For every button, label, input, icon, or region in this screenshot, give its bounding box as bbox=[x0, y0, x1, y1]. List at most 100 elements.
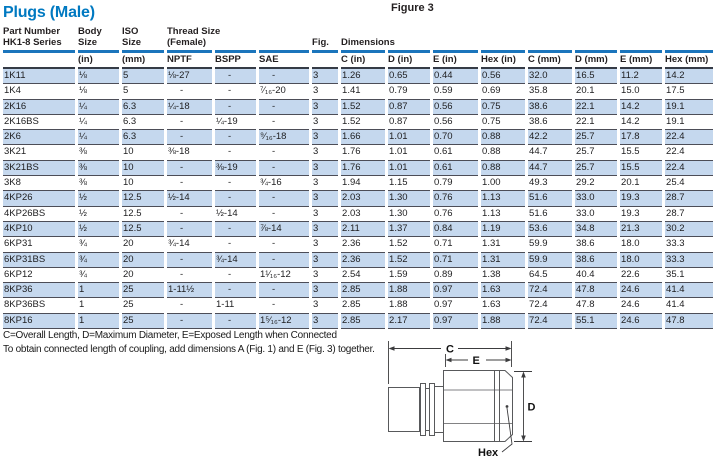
cell-d-in: 1.88 bbox=[388, 283, 431, 299]
subheader-d-mm: D (mm) bbox=[575, 53, 618, 69]
cell-part-number: 4KP26 bbox=[3, 191, 75, 207]
cell-sae: - bbox=[259, 237, 310, 253]
cell-e-mm: 15.0 bbox=[620, 84, 663, 100]
cell-hex-mm: 22.4 bbox=[665, 145, 714, 161]
cell-bspp: - bbox=[215, 237, 256, 253]
cell-e-in: 0.79 bbox=[433, 176, 479, 192]
cell-body-size: ¼ bbox=[78, 115, 119, 131]
cell-part-number: 8KP36BS bbox=[3, 298, 75, 314]
cell-sae: - bbox=[259, 160, 310, 177]
cell-e-in: 0.97 bbox=[433, 283, 479, 299]
cell-iso-size: 6.3 bbox=[122, 115, 164, 131]
cell-bspp: - bbox=[215, 84, 256, 100]
cell-iso-size: 20 bbox=[122, 252, 164, 268]
cell-part-number: 3K8 bbox=[3, 176, 75, 192]
cell-hex-in: 1.31 bbox=[481, 252, 526, 268]
cell-bspp: - bbox=[215, 130, 256, 146]
cell-sae: - bbox=[259, 252, 310, 268]
cell-d-in: 0.79 bbox=[388, 84, 431, 100]
cell-c-mm: 49.3 bbox=[528, 176, 573, 192]
cell-d-mm: 33.0 bbox=[575, 191, 618, 207]
cell-hex-mm: 17.5 bbox=[665, 84, 714, 100]
cell-body-size: ¼ bbox=[78, 99, 119, 115]
header-line: Size bbox=[78, 36, 98, 48]
cell-d-in: 1.30 bbox=[388, 191, 431, 207]
cell-hex-mm: 28.7 bbox=[665, 207, 714, 222]
cell-c-in: 1.94 bbox=[341, 176, 386, 192]
cell-d-in: 0.87 bbox=[388, 115, 431, 131]
column-header-body-size: Body Size bbox=[78, 24, 119, 50]
page-title: Plugs (Male) bbox=[3, 4, 95, 21]
table-row: 4KP10 ½ 12.5 - - ⅞-14 3 2.11 1.37 0.84 1… bbox=[3, 221, 714, 238]
cell-fig: 3 bbox=[312, 145, 339, 161]
cell-iso-size: 12.5 bbox=[122, 221, 164, 238]
dim-label-c: C bbox=[446, 344, 454, 356]
header-line: ISO bbox=[122, 26, 139, 37]
plug-nose bbox=[388, 387, 420, 432]
cell-c-in: 2.54 bbox=[341, 268, 386, 284]
cell-part-number: 1K4 bbox=[3, 84, 75, 100]
cell-e-mm: 21.3 bbox=[620, 221, 663, 238]
cell-hex-mm: 22.4 bbox=[665, 130, 714, 146]
cell-fig: 3 bbox=[312, 99, 339, 115]
cell-iso-size: 25 bbox=[122, 298, 164, 314]
cell-sae: - bbox=[259, 145, 310, 161]
header-line: Body bbox=[78, 26, 102, 37]
subheader-part-number bbox=[3, 53, 75, 69]
cell-part-number: 2K16 bbox=[3, 99, 75, 115]
cell-part-number: 3K21 bbox=[3, 145, 75, 161]
cell-c-in: 1.76 bbox=[341, 145, 386, 161]
cell-part-number: 2K16BS bbox=[3, 115, 75, 131]
cell-hex-mm: 30.2 bbox=[665, 221, 714, 238]
cell-d-mm: 22.1 bbox=[575, 99, 618, 115]
arrowhead bbox=[521, 435, 526, 442]
cell-part-number: 4KP10 bbox=[3, 221, 75, 238]
table-row: 8KP36BS 1 25 - 1-11 - 3 2.85 1.88 0.97 1… bbox=[3, 298, 714, 314]
plug-dimensions-table: Part Number HK1-8 Series Body Size ISO S… bbox=[0, 24, 716, 330]
subheader-d-in: D (in) bbox=[388, 53, 431, 69]
cell-nptf: ⅛-27 bbox=[167, 69, 212, 85]
subheader-sae: SAE bbox=[259, 53, 310, 69]
cell-bspp: - bbox=[215, 221, 256, 238]
cell-nptf: - bbox=[167, 160, 212, 177]
cell-c-mm: 38.6 bbox=[528, 115, 573, 131]
cell-bspp: ½-14 bbox=[215, 207, 256, 222]
subheader-hex-mm: Hex (mm) bbox=[665, 53, 714, 69]
header-line: (Female) bbox=[167, 36, 207, 48]
cell-c-mm: 72.4 bbox=[528, 298, 573, 314]
cell-sae: ⁷⁄₁₆-20 bbox=[259, 84, 310, 100]
cell-iso-size: 25 bbox=[122, 283, 164, 299]
cell-hex-in: 0.69 bbox=[481, 84, 526, 100]
table-row: 6KP12 ¾ 20 - - 1¹⁄₁₆-12 3 2.54 1.59 0.89… bbox=[3, 268, 714, 284]
cell-sae: 1¹⁄₁₆-12 bbox=[259, 268, 310, 284]
cell-nptf: - bbox=[167, 84, 212, 100]
plug-collar-ring bbox=[420, 383, 426, 436]
subheader-hex-in: Hex (in) bbox=[481, 53, 526, 69]
cell-d-mm: 20.1 bbox=[575, 84, 618, 100]
cell-d-in: 1.52 bbox=[388, 237, 431, 253]
cell-c-in: 2.85 bbox=[341, 298, 386, 314]
cell-sae: - bbox=[259, 115, 310, 131]
cell-e-mm: 19.3 bbox=[620, 207, 663, 222]
cell-hex-in: 0.75 bbox=[481, 115, 526, 131]
cell-e-mm: 24.6 bbox=[620, 298, 663, 314]
cell-hex-mm: 19.1 bbox=[665, 115, 714, 131]
cell-hex-in: 0.75 bbox=[481, 99, 526, 115]
cell-d-mm: 38.6 bbox=[575, 252, 618, 268]
cell-sae: ¾-16 bbox=[259, 176, 310, 192]
cell-e-in: 0.84 bbox=[433, 221, 479, 238]
group-header-row: Part Number HK1-8 Series Body Size ISO S… bbox=[3, 24, 713, 50]
header-rule bbox=[3, 50, 714, 53]
cell-hex-in: 1.63 bbox=[481, 283, 526, 299]
dim-label-d: D bbox=[528, 402, 536, 414]
plug-collar-groove bbox=[425, 388, 430, 431]
subheader-bspp: BSPP bbox=[215, 53, 256, 69]
cell-c-mm: 42.2 bbox=[528, 130, 573, 146]
arrowhead bbox=[505, 357, 512, 363]
cell-c-mm: 53.6 bbox=[528, 221, 573, 238]
cell-nptf: - bbox=[167, 176, 212, 192]
header-line: Part Number bbox=[3, 26, 61, 37]
figure-label: Figure 3 bbox=[391, 2, 434, 14]
table-row: 2K16BS ¼ 6.3 - ¼-19 - 3 1.52 0.87 0.56 0… bbox=[3, 115, 714, 131]
cell-iso-size: 25 bbox=[122, 313, 164, 330]
